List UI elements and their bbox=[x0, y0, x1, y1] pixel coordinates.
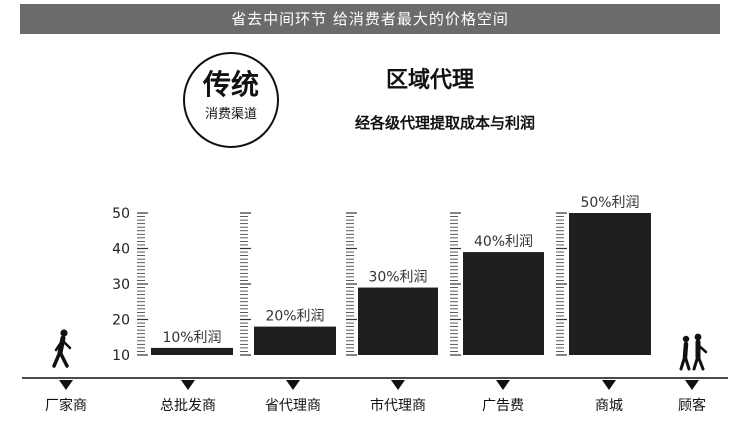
walking-couple-icon bbox=[679, 333, 708, 371]
axis-marker-4 bbox=[496, 380, 510, 390]
head bbox=[60, 329, 68, 337]
chart-title: 区域代理 bbox=[385, 68, 474, 93]
legs bbox=[52, 350, 69, 368]
ruler-scale-2 bbox=[346, 212, 357, 356]
y-tick-label-1: 20 bbox=[112, 313, 130, 329]
x-category-label-5: 商城 bbox=[595, 398, 623, 414]
bar-4 bbox=[569, 213, 651, 355]
head bbox=[694, 333, 702, 341]
bar-1 bbox=[254, 326, 336, 355]
head bbox=[682, 335, 690, 343]
legs bbox=[692, 354, 705, 371]
x-category-label-1: 总批发商 bbox=[160, 398, 216, 414]
axis-marker-0 bbox=[59, 380, 73, 390]
traditional-channel-badge: 传统 消费渠道 bbox=[183, 52, 279, 148]
x-category-label-6: 顾客 bbox=[678, 397, 706, 414]
x-category-label-0: 厂家商 bbox=[45, 397, 87, 414]
bar-data-label-0: 10%利润 bbox=[162, 330, 221, 346]
ruler-scale-4 bbox=[556, 212, 567, 356]
ruler-scale-3 bbox=[450, 212, 461, 356]
x-category-label-3: 市代理商 bbox=[370, 397, 426, 414]
chart-subtitle: 经各级代理提取成本与利润 bbox=[354, 114, 535, 132]
ruler-scale-1 bbox=[240, 212, 251, 356]
legs bbox=[679, 354, 691, 371]
y-tick-label-3: 40 bbox=[112, 242, 130, 258]
badge-main-text: 传统 bbox=[202, 68, 259, 101]
y-tick-label-2: 30 bbox=[112, 277, 130, 293]
ruler-scale-0 bbox=[137, 212, 148, 356]
axis-marker-3 bbox=[391, 380, 405, 390]
axis-marker-2 bbox=[286, 380, 300, 390]
bar-data-label-1: 20%利润 bbox=[265, 309, 324, 325]
bar-3 bbox=[463, 252, 544, 355]
axis-marker-1 bbox=[181, 380, 195, 390]
y-tick-label-0: 10 bbox=[112, 348, 130, 364]
badge-sub-text: 消费渠道 bbox=[204, 107, 257, 122]
bar-data-label-3: 40%利润 bbox=[474, 234, 533, 250]
x-category-label-2: 省代理商 bbox=[265, 398, 321, 414]
axis-marker-5 bbox=[602, 380, 616, 390]
bar-data-label-2: 30%利润 bbox=[368, 270, 427, 286]
bar-0 bbox=[151, 347, 233, 355]
bar-2 bbox=[358, 287, 438, 355]
arm bbox=[696, 343, 708, 354]
walking-person-icon bbox=[52, 329, 72, 368]
top-banner: 省去中间环节 给消费者最大的价格空间 bbox=[20, 4, 720, 34]
bar-data-label-4: 50%利润 bbox=[580, 195, 639, 211]
arms bbox=[54, 339, 72, 352]
x-category-label-4: 广告费 bbox=[482, 398, 524, 414]
axis-marker-6 bbox=[685, 380, 699, 390]
y-tick-label-4: 50 bbox=[112, 206, 130, 222]
